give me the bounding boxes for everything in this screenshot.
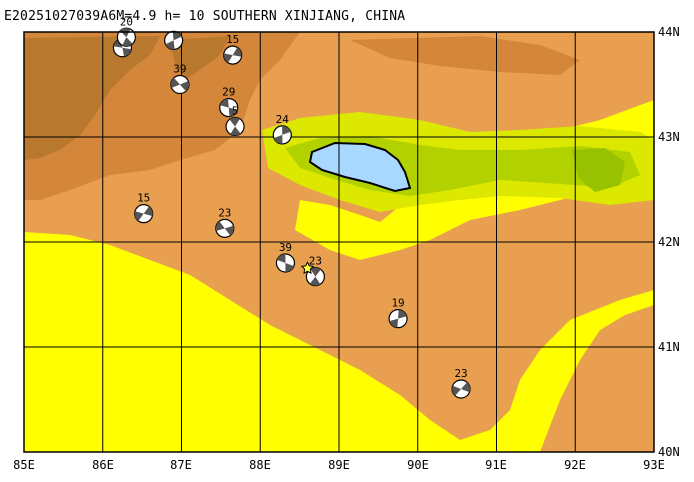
depth-label: 23 — [218, 206, 231, 219]
depth-label: 39 — [173, 63, 186, 76]
depth-label: 39 — [279, 241, 292, 254]
beachball-marker[interactable]: 24 — [272, 113, 292, 145]
depth-label: 23 — [309, 255, 322, 268]
beachball-quadrant — [389, 318, 399, 328]
depth-label: 19 — [391, 297, 404, 310]
beachball-quadrant — [228, 107, 238, 117]
lon-label-90: 90E — [407, 458, 429, 472]
beachball-quadrant — [215, 221, 225, 231]
depth-label: 23 — [454, 367, 467, 380]
lat-label-44: 44N — [658, 25, 680, 39]
beachball-quadrant — [220, 98, 229, 108]
beachball-quadrant — [179, 81, 189, 92]
depth-label: 15 — [226, 33, 239, 46]
mountain-region-high-2 — [170, 36, 230, 80]
depth-label: 20 — [120, 15, 133, 28]
event-markers: 20 15 39 29 5 24 15 23 39 23 19 23 — [112, 15, 471, 399]
lon-label-85: 85E — [13, 458, 35, 472]
lon-label-88: 88E — [249, 458, 271, 472]
beachball-quadrant — [282, 125, 291, 135]
lat-label-42: 42N — [658, 235, 680, 249]
lon-label-91: 91E — [485, 458, 507, 472]
lon-label-93: 93E — [643, 458, 665, 472]
depth-label: 24 — [276, 113, 290, 126]
beachball-quadrant — [310, 276, 321, 286]
depth-label: 5 — [232, 105, 239, 118]
map-title: E20251027039A6M=4.9 h= 10 SOUTHERN XINJI… — [4, 9, 406, 24]
beachball-marker[interactable]: 29 — [219, 86, 239, 118]
lon-axis-labels: 85E 86E 87E 88E 89E 90E 91E 92E 93E — [13, 458, 665, 472]
epicenter-star — [300, 261, 315, 274]
beachball-quadrant — [452, 385, 462, 396]
vegetation-zone-dark — [572, 148, 625, 192]
beachball-quadrant — [165, 40, 175, 50]
beachball-marker[interactable]: 23 — [451, 367, 471, 399]
beachball-marker[interactable]: 15 — [134, 192, 154, 224]
map-frame — [23, 31, 655, 453]
lake-bosten — [308, 141, 412, 193]
depth-label: 29 — [222, 86, 235, 99]
lat-label-41: 41N — [658, 340, 680, 354]
beachball-quadrant — [134, 211, 144, 221]
beachball-quadrant — [230, 126, 241, 136]
mountain-region-mid-2 — [350, 36, 580, 75]
beachball-marker[interactable]: 15 — [223, 33, 243, 65]
lat-axis-labels: 44N 43N 42N 41N 40N — [658, 25, 680, 459]
beachball-quadrant — [122, 47, 132, 57]
beachball-marker[interactable]: 5 — [225, 105, 245, 137]
lat-label-43: 43N — [658, 130, 680, 144]
plain-region-south — [540, 305, 654, 452]
beachball-quadrant — [223, 53, 233, 63]
beachball-marker[interactable]: 19 — [388, 297, 408, 329]
beachball-quadrant — [461, 382, 471, 393]
beachball-quadrant — [122, 37, 133, 47]
epicenter-marker — [300, 261, 315, 274]
beachball-marker[interactable]: 20 — [116, 15, 136, 47]
beachball-quadrant — [232, 47, 242, 57]
lon-label-87: 87E — [170, 458, 192, 472]
beachball-quadrant — [310, 267, 321, 277]
beachball-marker[interactable]: 23 — [215, 206, 235, 238]
mountain-region-high — [24, 36, 160, 160]
beachball-quadrant — [398, 309, 407, 319]
lat-lon-grid — [24, 32, 654, 452]
beachball-quadrant — [143, 206, 153, 217]
lon-label-89: 89E — [328, 458, 350, 472]
beachball-quadrant — [172, 31, 182, 41]
beachball-quadrant — [273, 134, 283, 144]
beachball-quadrant — [229, 117, 240, 127]
lon-label-86: 86E — [92, 458, 114, 472]
beachball-quadrant — [224, 225, 234, 236]
lon-label-92: 92E — [564, 458, 586, 472]
beachball-marker[interactable]: 39 — [275, 241, 296, 273]
beachball-quadrant — [285, 263, 294, 273]
beachball-marker[interactable] — [164, 30, 184, 51]
depth-label: 15 — [137, 192, 150, 205]
lat-label-40: 40N — [658, 445, 680, 459]
beachball-marker[interactable]: 39 — [170, 63, 190, 95]
beachball-quadrant — [277, 254, 286, 263]
beachball-quadrant — [170, 77, 180, 88]
